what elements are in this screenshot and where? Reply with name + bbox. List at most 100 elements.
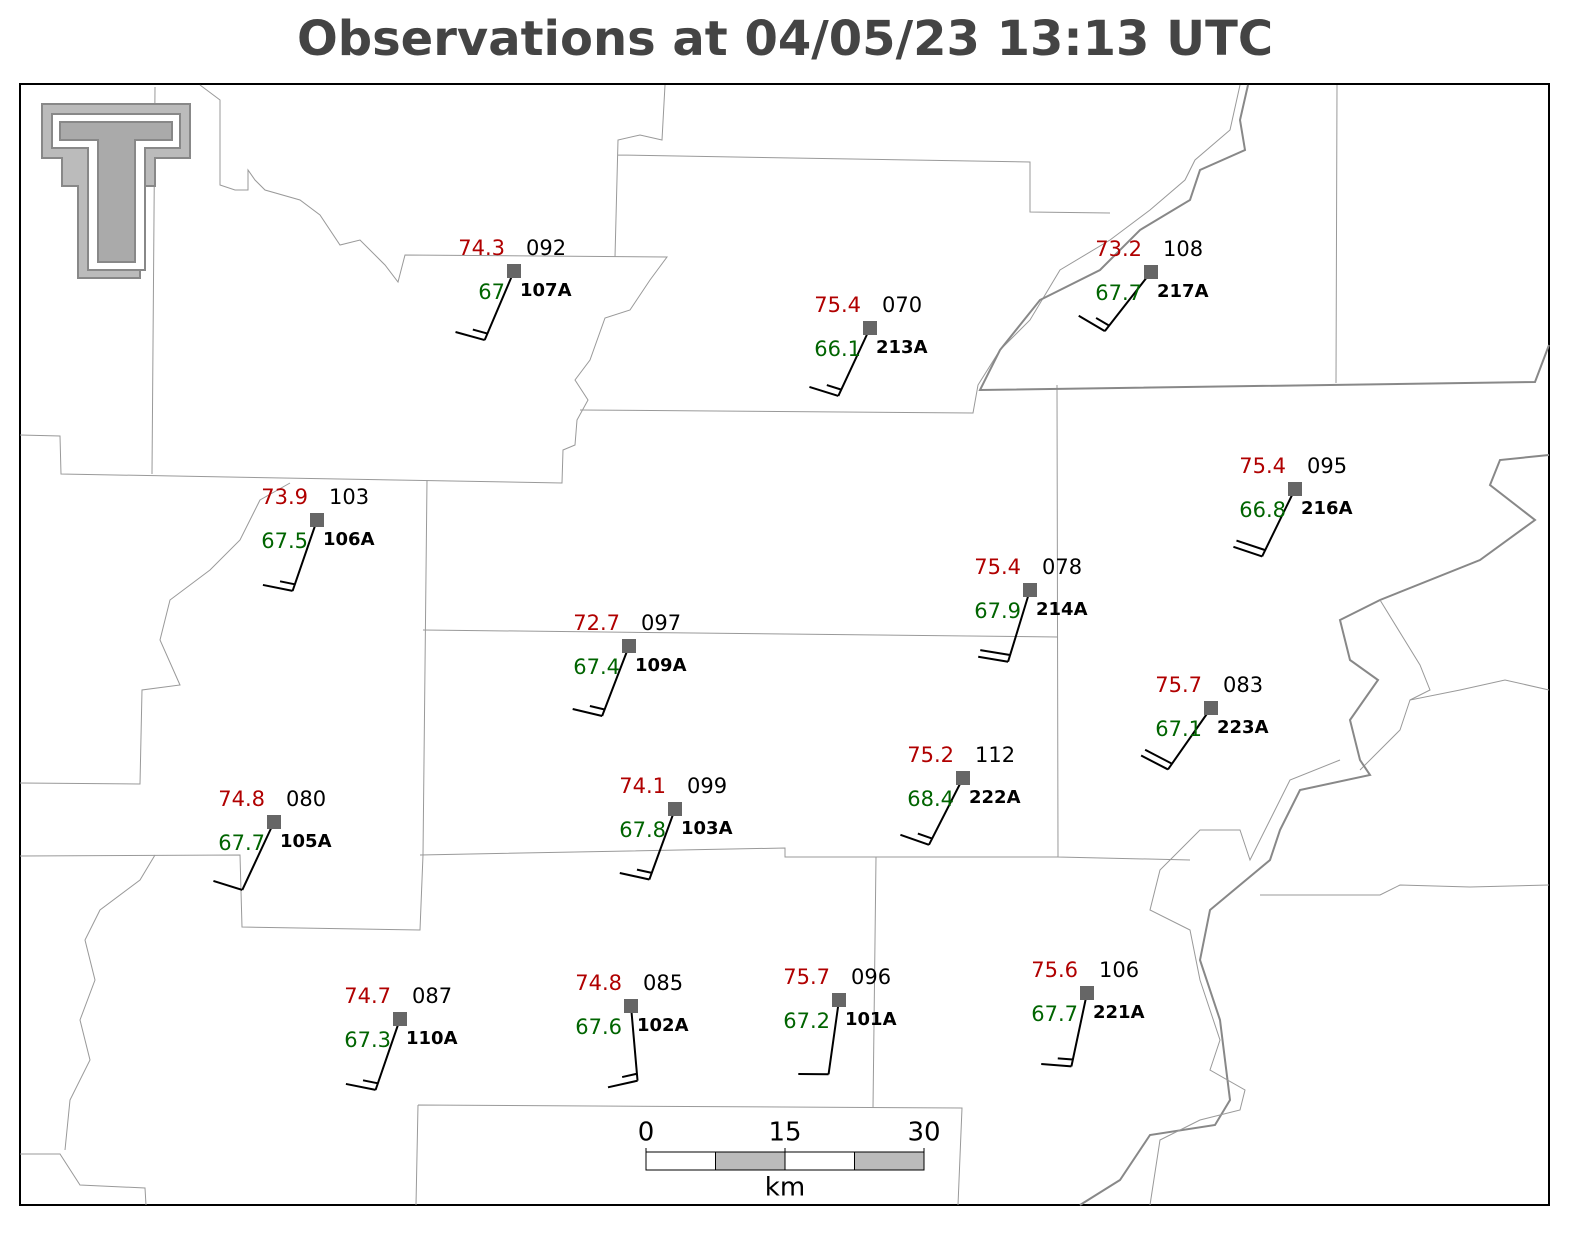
- dewpoint: 66.1: [814, 337, 861, 361]
- wind-barb: [1041, 992, 1088, 1068]
- pressure: 087: [412, 984, 452, 1008]
- station-id: 106A: [323, 529, 375, 550]
- wind-barb: [1233, 488, 1296, 558]
- pressure: 078: [1042, 555, 1082, 579]
- basemap: [19, 83, 1550, 1206]
- station-marker: [1204, 701, 1218, 715]
- station-marker: [507, 264, 521, 278]
- dewpoint: 67.2: [783, 1009, 830, 1033]
- temperature: 75.4: [814, 293, 861, 317]
- station-marker: [1080, 986, 1094, 1000]
- logo: [41, 103, 191, 279]
- dewpoint: 67.7: [1031, 1002, 1078, 1026]
- station-marker: [622, 639, 636, 653]
- wind-barb: [1140, 707, 1212, 771]
- wind-barb: [572, 645, 630, 717]
- pressure: 097: [641, 611, 681, 635]
- station-marker: [956, 771, 970, 785]
- dewpoint: 68.4: [907, 787, 954, 811]
- scale-segment: [715, 1151, 786, 1171]
- pressure: 095: [1307, 454, 1347, 478]
- pressure: 112: [975, 743, 1015, 767]
- dewpoint: 67: [478, 280, 505, 304]
- scale-segment: [784, 1151, 855, 1171]
- temperature: 75.7: [1155, 673, 1202, 697]
- station-id: 105A: [280, 831, 332, 852]
- temperature: 75.4: [1239, 454, 1286, 478]
- station-id: 107A: [520, 280, 572, 301]
- station-id: 221A: [1093, 1002, 1145, 1023]
- dewpoint: 67.9: [974, 599, 1021, 623]
- scale-unit: km: [765, 1173, 805, 1203]
- station-id: 110A: [406, 1028, 458, 1049]
- station-marker: [832, 993, 846, 1007]
- wind-barb: [900, 777, 964, 846]
- wind-barb: [607, 1005, 639, 1089]
- wind-barb: [978, 589, 1031, 663]
- temperature: 75.7: [783, 965, 830, 989]
- temperature: 74.8: [218, 787, 265, 811]
- title: Observations at 04/05/23 13:13 UTC: [297, 11, 1273, 67]
- wind-barb: [213, 821, 275, 891]
- temperature: 74.7: [344, 984, 391, 1008]
- pressure: 103: [329, 485, 369, 509]
- pressure: 096: [851, 965, 891, 989]
- wind-barb: [455, 270, 515, 342]
- station-marker: [1023, 583, 1037, 597]
- station-marker: [310, 513, 324, 527]
- station-id: 102A: [637, 1015, 689, 1036]
- pressure: 085: [643, 971, 683, 995]
- station-marker: [863, 321, 877, 335]
- pressure: 106: [1099, 958, 1139, 982]
- pressure: 099: [687, 774, 727, 798]
- station-marker: [267, 815, 281, 829]
- pressure: 083: [1223, 673, 1263, 697]
- temperature: 75.2: [907, 743, 954, 767]
- wind-barb: [345, 1018, 401, 1091]
- station-id: 222A: [969, 787, 1021, 808]
- dewpoint: 66.8: [1239, 498, 1286, 522]
- station-id: 101A: [845, 1009, 897, 1030]
- dewpoint: 67.6: [575, 1015, 622, 1039]
- scale-tick-label: 0: [638, 1118, 655, 1148]
- stations: 74.3 092 67 107A 75.4 070 66.1 213A 73.2 108 67.7 2…: [213, 236, 1353, 1091]
- scale-segment: [645, 1151, 716, 1171]
- scale-bar: 0 15 30 km: [638, 1118, 941, 1203]
- scale-tick-label: 15: [768, 1118, 801, 1148]
- station-id: 214A: [1036, 599, 1088, 620]
- station-marker: [1144, 265, 1158, 279]
- temperature: 74.3: [458, 236, 505, 260]
- pressure: 070: [882, 293, 922, 317]
- scale-segment: [854, 1151, 925, 1171]
- station-id: 103A: [681, 818, 733, 839]
- station-id: 223A: [1217, 717, 1269, 738]
- pressure: 080: [286, 787, 326, 811]
- station-marker: [1288, 482, 1302, 496]
- scale-tick-label: 30: [907, 1118, 940, 1148]
- dewpoint: 67.7: [1095, 281, 1142, 305]
- wind-barb: [1078, 271, 1152, 332]
- dewpoint: 67.1: [1155, 717, 1202, 741]
- pressure: 092: [526, 236, 566, 260]
- wind-barb: [262, 519, 318, 592]
- station-id: 217A: [1157, 281, 1209, 302]
- station-id: 109A: [635, 655, 687, 676]
- station-marker: [668, 802, 682, 816]
- dewpoint: 67.8: [619, 818, 666, 842]
- wind-barb: [809, 327, 871, 397]
- wind-barb: [798, 999, 840, 1076]
- dewpoint: 67.5: [261, 529, 308, 553]
- dewpoint: 67.4: [573, 655, 620, 679]
- temperature: 74.1: [619, 774, 666, 798]
- dewpoint: 67.3: [344, 1028, 391, 1052]
- station-marker: [393, 1012, 407, 1026]
- station-id: 213A: [876, 337, 928, 358]
- dewpoint: 67.7: [218, 831, 265, 855]
- station-marker: [624, 999, 638, 1013]
- temperature: 75.4: [974, 555, 1021, 579]
- pressure: 108: [1163, 237, 1203, 261]
- temperature: 74.8: [575, 971, 622, 995]
- temperature: 73.2: [1095, 237, 1142, 261]
- station-id: 216A: [1301, 498, 1353, 519]
- temperature: 75.6: [1031, 958, 1078, 982]
